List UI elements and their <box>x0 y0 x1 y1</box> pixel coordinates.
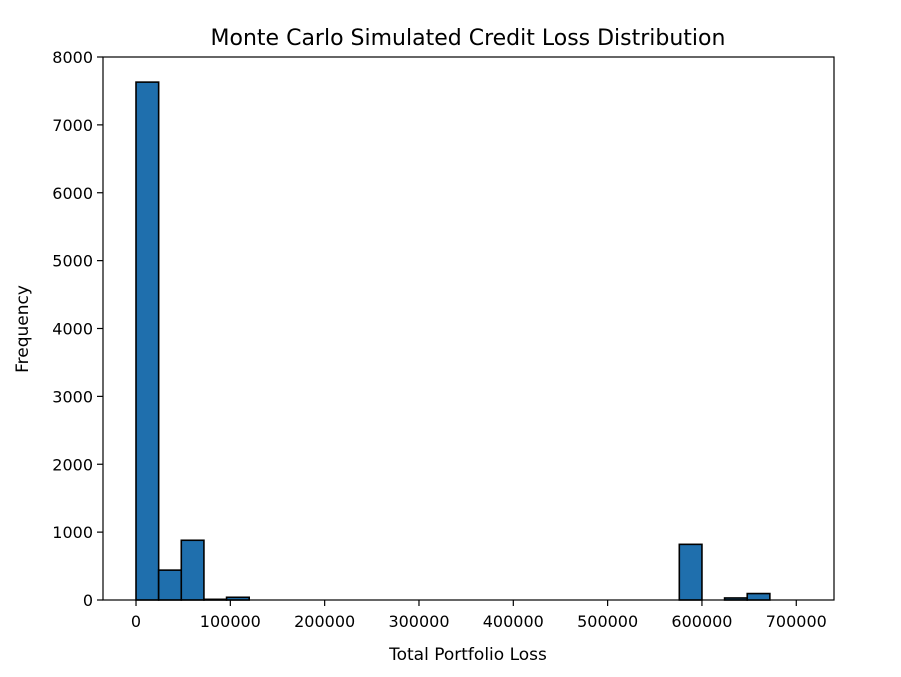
x-tick-label: 700000 <box>766 612 827 631</box>
y-tick-label: 6000 <box>52 184 93 203</box>
x-tick-label: 200000 <box>294 612 355 631</box>
histogram-bar <box>746 592 771 601</box>
y-tick-label: 5000 <box>52 252 93 271</box>
x-tick-label: 400000 <box>483 612 544 631</box>
x-axis-ticks: 0 100000 200000 300000 400000 500000 600000 700… <box>131 600 827 631</box>
x-tick-label: 100000 <box>200 612 261 631</box>
histogram-bar <box>678 543 703 601</box>
chart-title: Monte Carlo Simulated Credit Loss Distri… <box>211 26 726 51</box>
y-tick-label: 1000 <box>52 523 93 542</box>
y-tick-label: 0 <box>83 591 93 610</box>
y-tick-label: 2000 <box>52 455 93 474</box>
x-tick-label: 500000 <box>577 612 638 631</box>
y-axis-ticks: 0 1000 2000 3000 4000 5000 6000 7000 8000 <box>52 48 103 610</box>
x-tick-label: 300000 <box>388 612 449 631</box>
y-tick-label: 8000 <box>52 48 93 67</box>
y-tick-label: 7000 <box>52 116 93 135</box>
x-axis-title: Total Portfolio Loss <box>388 645 547 665</box>
x-tick-label: 0 <box>131 612 141 631</box>
y-axis-title: Frequency <box>13 285 33 373</box>
y-tick-label: 4000 <box>52 320 93 339</box>
histogram-bars <box>135 81 771 601</box>
y-tick-label: 3000 <box>52 387 93 406</box>
x-tick-label: 600000 <box>671 612 732 631</box>
histogram-bar <box>180 539 205 601</box>
histogram-bar <box>157 569 183 601</box>
histogram-bar <box>135 81 160 601</box>
